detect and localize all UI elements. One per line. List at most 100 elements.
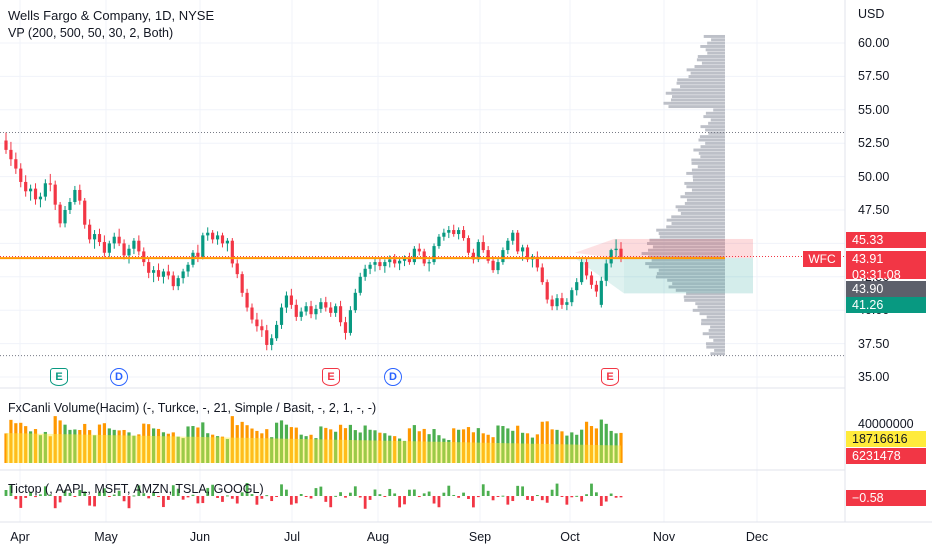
profile-bar <box>665 91 725 95</box>
symbol-title[interactable]: Wells Fargo & Company, 1D, NYSE <box>8 8 215 23</box>
volume-panel-bars <box>4 416 623 463</box>
price-tick: 37.50 <box>858 336 890 351</box>
tictop-bar <box>417 496 421 498</box>
volume-bar <box>437 435 441 463</box>
candle <box>181 271 185 279</box>
candle <box>358 276 362 293</box>
candle <box>235 263 239 275</box>
volume-bar <box>486 434 490 463</box>
candle <box>432 246 436 263</box>
volume-bar <box>348 424 352 463</box>
profile-bar <box>676 81 725 85</box>
profile-bar <box>701 322 725 326</box>
profile-bar <box>699 135 725 139</box>
candle <box>215 235 220 240</box>
tictop-bar <box>496 496 500 497</box>
candle <box>412 248 416 263</box>
volume-indicator-label[interactable]: FxCanli Volume(Hacim) (-, Turkce, -, 21,… <box>8 401 377 415</box>
tictop-bar <box>29 491 32 496</box>
dividend-marker[interactable]: D <box>384 368 402 386</box>
volume-bar <box>201 422 205 463</box>
tictop-bar <box>53 496 57 509</box>
tictop-bar <box>511 496 515 502</box>
profile-bar <box>658 232 725 235</box>
candle <box>545 282 549 300</box>
candle <box>284 295 289 308</box>
profile-bar <box>641 252 725 256</box>
candle <box>319 302 323 309</box>
earnings-marker[interactable]: E <box>601 368 619 386</box>
candlestick-series[interactable] <box>4 132 623 351</box>
profile-bar <box>695 302 725 306</box>
profile-bar <box>705 111 725 115</box>
tictop-bar <box>604 496 608 502</box>
tictop-bar <box>112 494 116 496</box>
candle <box>314 308 318 315</box>
tictop-bar <box>83 491 87 496</box>
candle <box>260 326 264 331</box>
tictop-bar <box>506 496 510 505</box>
candle <box>496 262 500 271</box>
profile-bar <box>677 208 725 212</box>
profile-bar <box>680 195 725 199</box>
vp-indicator-label[interactable]: VP (200, 500, 50, 30, 2, Both) <box>8 26 174 40</box>
tictop-bar <box>344 496 347 498</box>
time-tick: Oct <box>560 530 580 544</box>
candle <box>334 306 338 313</box>
tictop-bar <box>476 496 480 498</box>
candle <box>427 262 431 264</box>
candle <box>393 259 397 264</box>
profile-bar <box>705 128 725 132</box>
volume-bar <box>560 431 564 463</box>
tictop-bar <box>609 493 613 496</box>
dividend-marker[interactable]: D <box>110 368 128 386</box>
earnings-marker[interactable]: E <box>50 368 68 386</box>
candle <box>176 278 180 287</box>
bar-countdown: 03:31:08 <box>852 268 901 282</box>
tictop-indicator-label[interactable]: Tictop (, AAPL, MSFT, AMZN, TSLA, GOOGL) <box>8 482 264 496</box>
candle <box>24 181 28 192</box>
profile-bar <box>697 305 725 309</box>
price-tick: 50.00 <box>858 169 890 184</box>
volume-bar <box>466 427 471 463</box>
candle <box>156 270 161 277</box>
symbol-badge[interactable]: WFC <box>803 251 841 267</box>
candle <box>383 262 387 267</box>
price-tick: 57.50 <box>858 69 890 84</box>
tictop-bar <box>314 488 318 496</box>
volume-bar <box>580 429 584 463</box>
tictop-bar <box>319 486 323 496</box>
volume-bar <box>550 429 554 463</box>
tictop-bar <box>358 496 362 498</box>
volume-average-tag: 18716616 <box>846 431 926 447</box>
last-price: 43.91 <box>852 252 884 266</box>
volume-bar <box>127 432 131 463</box>
candle <box>112 236 116 244</box>
tictop-bar <box>73 496 77 497</box>
candle <box>368 264 372 269</box>
volume-bar <box>186 426 190 463</box>
profile-bar <box>703 34 725 38</box>
tictop-bar <box>304 496 308 497</box>
tictop-bar <box>570 496 574 498</box>
time-tick: Jun <box>189 530 211 544</box>
price-tick: 60.00 <box>858 36 890 50</box>
earnings-marker[interactable]: E <box>322 368 340 386</box>
tictop-bar <box>422 493 426 496</box>
profile-bar <box>697 55 725 58</box>
volume-bar <box>112 429 116 463</box>
volume-bar <box>599 419 603 463</box>
tictop-bar <box>294 496 298 504</box>
candle <box>132 240 136 249</box>
candle <box>407 258 412 263</box>
currency-label[interactable]: USD <box>858 7 885 21</box>
tictop-bar <box>147 496 151 499</box>
candle <box>127 248 131 256</box>
candle <box>230 240 234 264</box>
volume-bar <box>496 425 500 463</box>
profile-bar <box>671 215 725 219</box>
time-tick: Aug <box>366 530 390 544</box>
candle <box>486 250 490 261</box>
tictop-bar <box>521 486 524 496</box>
